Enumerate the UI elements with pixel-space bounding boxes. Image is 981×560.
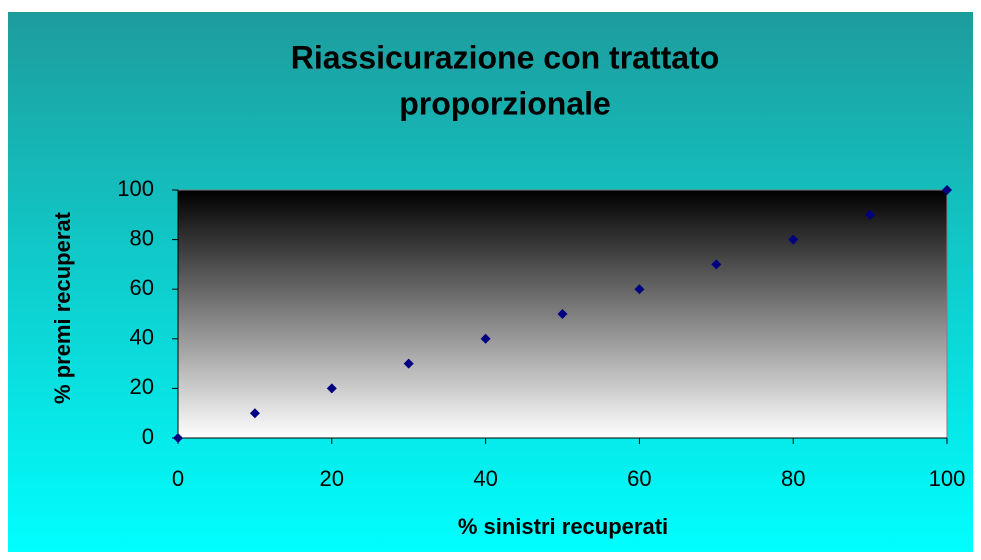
x-tick-label: 100 — [929, 466, 966, 491]
point — [865, 209, 876, 220]
point — [480, 333, 491, 344]
point — [173, 433, 183, 443]
point — [403, 358, 414, 369]
y-axis-label: % premi recuperat — [50, 211, 75, 404]
point — [634, 284, 645, 295]
y-tick-label: 80 — [130, 225, 154, 250]
x-tick-label: 0 — [172, 466, 184, 491]
y-tick-label: 20 — [130, 374, 154, 399]
y-tick-label: 60 — [130, 275, 154, 300]
point — [326, 383, 337, 394]
x-tick-label: 60 — [627, 466, 651, 491]
x-axis-label: % sinistri recuperati — [458, 514, 668, 539]
x-tick-label: 40 — [473, 466, 497, 491]
y-tick-label: 0 — [142, 424, 154, 449]
chart-title: Riassicurazione con trattato — [291, 39, 720, 75]
x-tick-label: 20 — [320, 466, 344, 491]
chart-title: proporzionale — [399, 85, 611, 121]
y-tick-label: 100 — [117, 176, 154, 201]
x-tick-label: 80 — [781, 466, 805, 491]
point — [942, 185, 952, 195]
point — [557, 309, 568, 319]
y-tick-label: 40 — [130, 325, 154, 350]
point — [788, 234, 799, 245]
point — [711, 259, 722, 270]
point — [249, 408, 260, 419]
